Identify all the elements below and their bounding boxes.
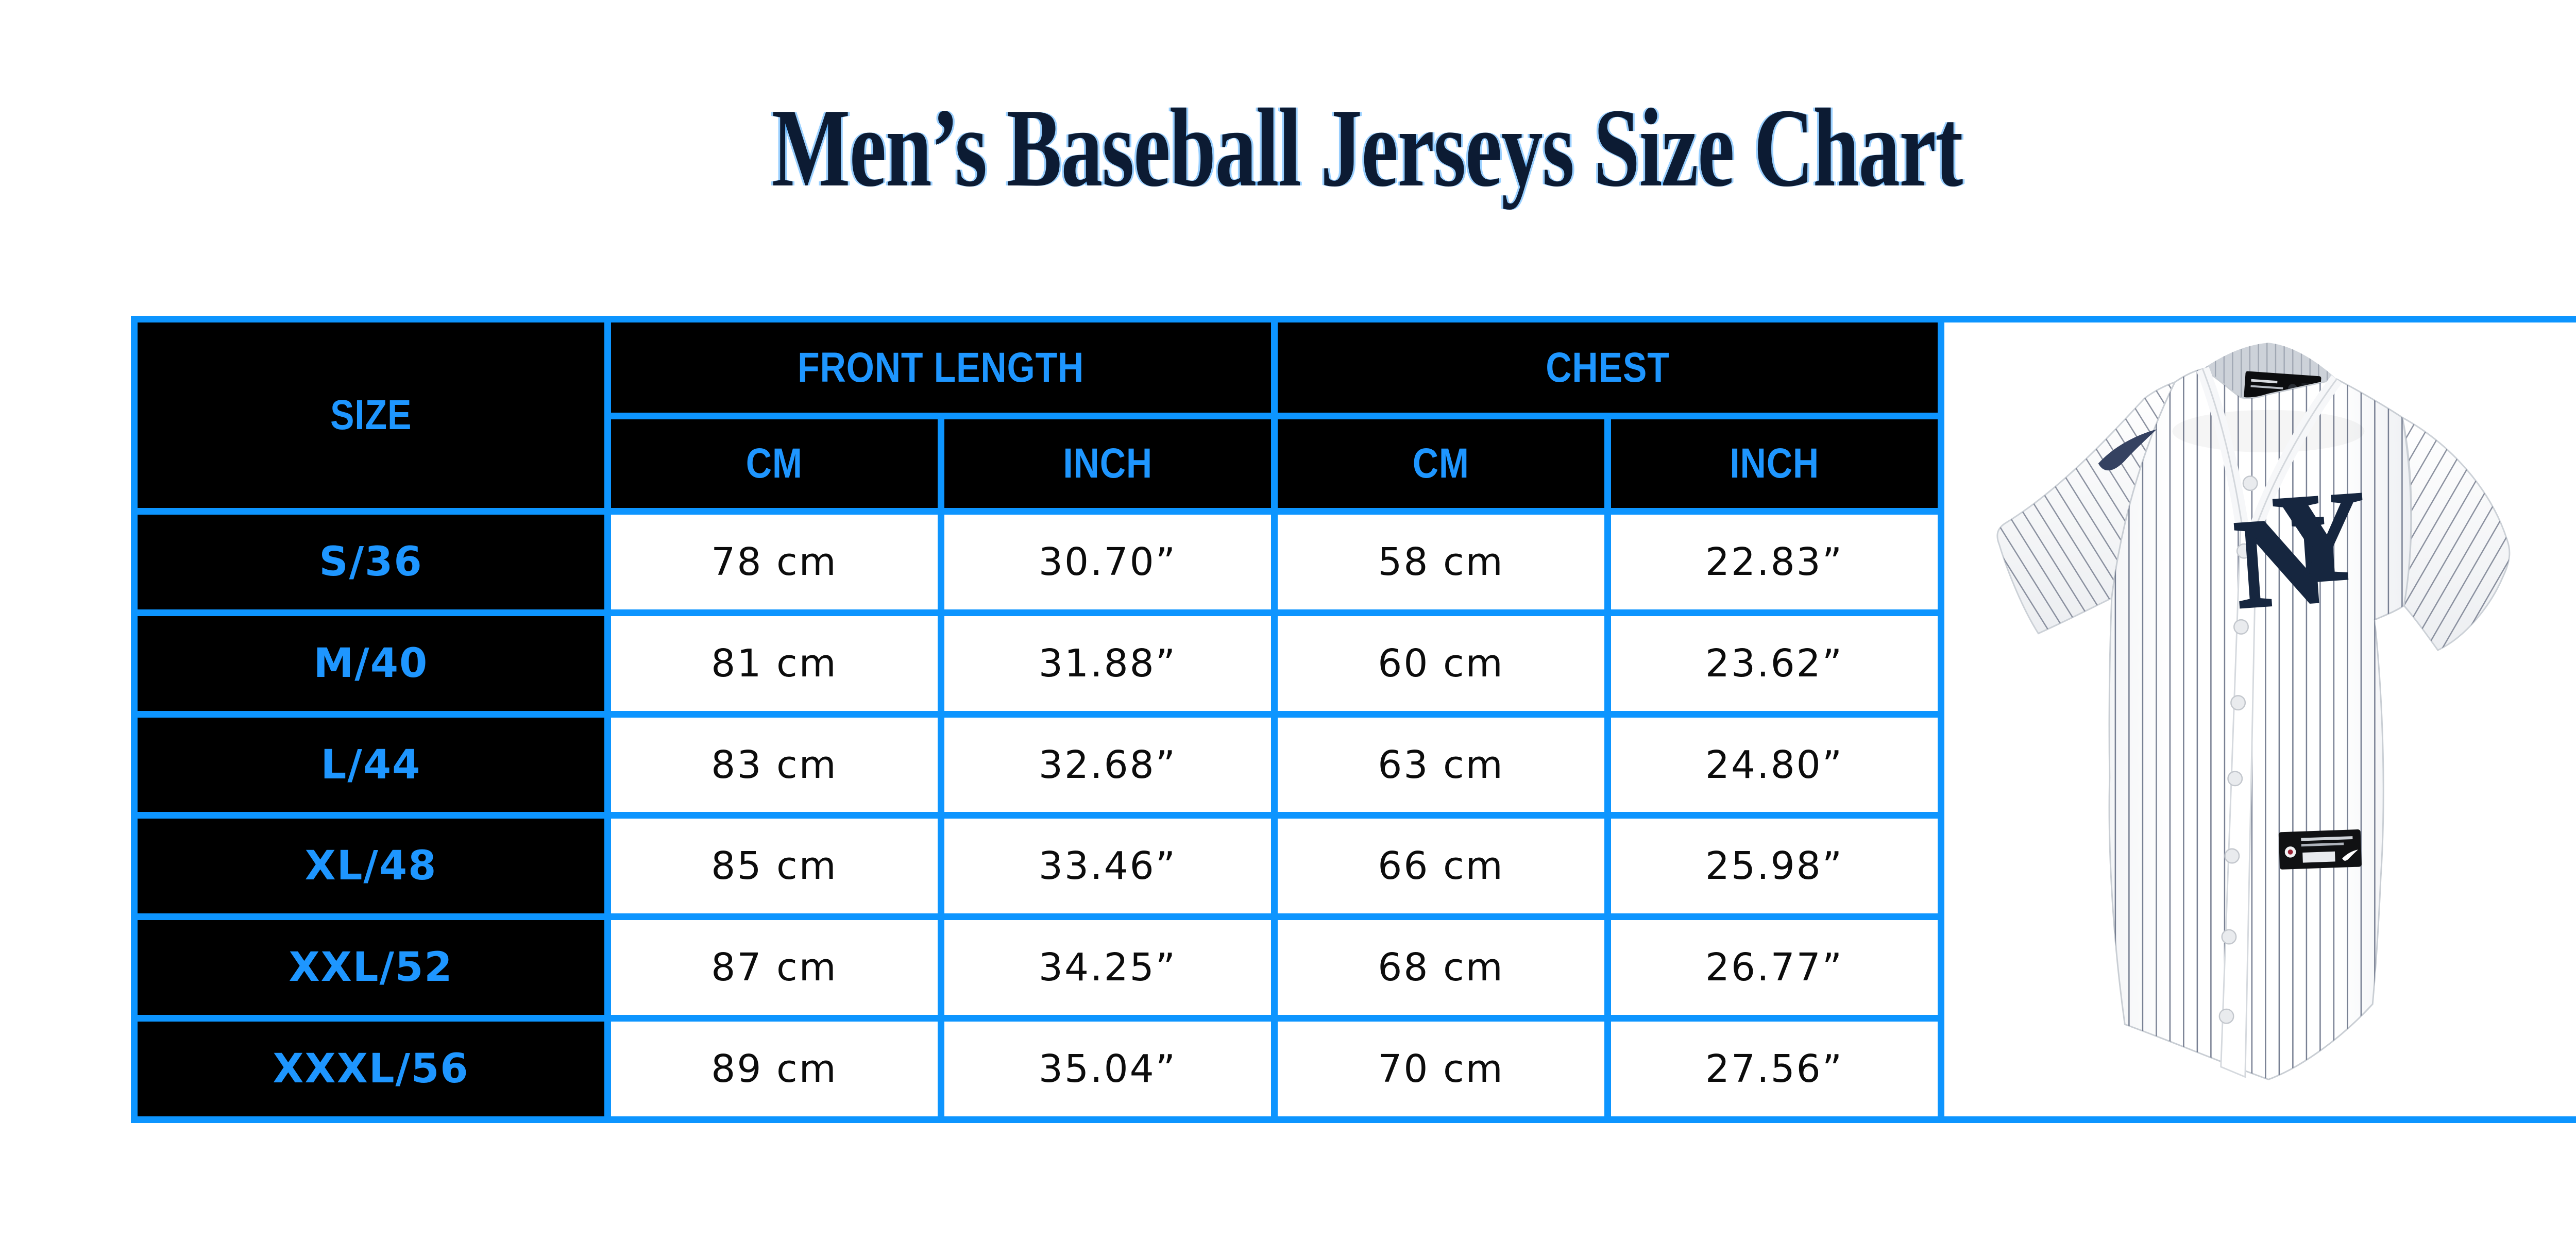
chest-inch-value: 25.98” [1611, 819, 1938, 914]
jersey-button [2236, 543, 2252, 559]
front-length-inch-value: 34.25” [944, 920, 1271, 1015]
subheader-front-cm: CM [611, 419, 938, 508]
front-length-inch-value: 31.88” [944, 616, 1271, 711]
jersey-placket [2218, 475, 2258, 1078]
page-title: Men’s Baseball Jerseys Size Chart [772, 86, 1963, 210]
jersey-image-panel: N Y [1938, 316, 2576, 1123]
front-length-cm-value: 87 cm [611, 920, 938, 1015]
column-header-size: SIZE [138, 322, 604, 508]
size-chart-table: SIZE FRONT LENGTH CHEST CM INCH CM INCH … [131, 316, 1944, 1123]
front-length-inch-value: 35.04” [944, 1022, 1271, 1116]
subheader-chest-cm: CM [1278, 419, 1604, 508]
jersey-button [2227, 771, 2243, 787]
subheader-chest-inch: INCH [1611, 419, 1938, 508]
jersey-button [2224, 848, 2240, 864]
subheader-front-inch: INCH [944, 419, 1271, 508]
jersey-button [2242, 475, 2258, 491]
chest-inch-value: 24.80” [1611, 717, 1938, 812]
column-header-chest: CHEST [1278, 322, 1938, 413]
front-length-cm-value: 83 cm [611, 717, 938, 812]
jersey-right-sleeve [2401, 416, 2511, 651]
chest-inch-value: 26.77” [1611, 920, 1938, 1015]
jersey-button [2233, 619, 2249, 635]
jersey-button [2218, 1008, 2234, 1024]
svg-text:N: N [2231, 489, 2332, 635]
front-length-cm-value: 89 cm [611, 1022, 938, 1116]
chest-inch-value: 27.56” [1611, 1022, 1938, 1116]
chest-cm-value: 63 cm [1278, 717, 1604, 812]
size-label: L/44 [138, 717, 604, 812]
page-title-wrap: Men’s Baseball Jerseys Size Chart [0, 87, 2576, 210]
ny-logo: N Y [2229, 463, 2372, 636]
jock-tag [2278, 829, 2362, 870]
front-length-inch-value: 30.70” [944, 515, 1271, 609]
chest-cm-value: 68 cm [1278, 920, 1604, 1015]
jersey-torso: N Y [2098, 366, 2412, 1080]
chest-cm-value: 58 cm [1278, 515, 1604, 609]
front-length-inch-value: 33.46” [944, 819, 1271, 914]
svg-text:Y: Y [2270, 465, 2371, 611]
jersey-button [2221, 929, 2237, 945]
front-length-cm-value: 78 cm [611, 515, 938, 609]
size-label: M/40 [138, 616, 604, 711]
size-label: XL/48 [138, 819, 604, 914]
jersey-image: N Y [1996, 343, 2511, 1080]
column-header-front-length: FRONT LENGTH [611, 322, 1271, 413]
jersey-button [2230, 695, 2246, 711]
size-label: S/36 [138, 515, 604, 609]
front-length-cm-value: 81 cm [611, 616, 938, 711]
chest-cm-value: 66 cm [1278, 819, 1604, 914]
size-label: XXL/52 [138, 920, 604, 1015]
nike-swoosh-icon [2098, 429, 2157, 471]
chest-inch-value: 22.83” [1611, 515, 1938, 609]
front-length-inch-value: 32.68” [944, 717, 1271, 812]
size-label: XXXL/56 [138, 1022, 604, 1116]
front-length-cm-value: 85 cm [611, 819, 938, 914]
chest-cm-value: 60 cm [1278, 616, 1604, 711]
chest-cm-value: 70 cm [1278, 1022, 1604, 1116]
chest-inch-value: 23.62” [1611, 616, 1938, 711]
